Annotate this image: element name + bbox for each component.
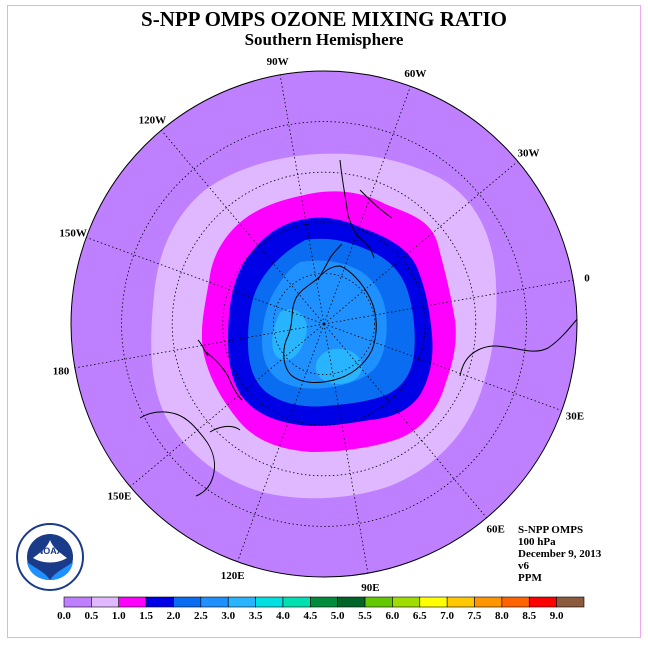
longitude-label: 30W (518, 147, 540, 159)
date-label: December 9, 2013 (518, 548, 602, 560)
colorbar-swatch (501, 596, 530, 608)
colorbar-swatch (282, 596, 311, 608)
colorbar-tick-label: 2.5 (194, 610, 208, 622)
colorbar-swatch (392, 596, 421, 608)
colorbar-swatch (364, 596, 393, 608)
latitude-circle (222, 222, 426, 426)
longitude-label: 120E (221, 570, 245, 582)
south-america-coastline (339, 159, 393, 259)
antarctic-peninsula (317, 243, 343, 281)
noaa-logo-text: NOAA (37, 546, 64, 556)
colorbar-swatch (528, 596, 557, 608)
colorbar-tick-label: 7.0 (440, 610, 454, 622)
map-title: S-NPP OMPS OZONE MIXING RATIO (141, 7, 507, 31)
longitude-label: 60E (486, 524, 504, 536)
africa-coastline (459, 317, 577, 377)
colorbar-tick-label: 4.0 (276, 610, 290, 622)
longitude-label: 30E (566, 410, 584, 422)
colorbar-swatch (227, 596, 256, 608)
colorbar-swatch (419, 596, 448, 608)
image-frame (7, 5, 641, 638)
colorbar-tick-label: 1.0 (112, 610, 126, 622)
colorbar-tick-label: 0.5 (84, 610, 98, 622)
colorbar-tick-label: 5.5 (358, 610, 372, 622)
map-border (70, 70, 578, 578)
colorbar-tick-label: 4.5 (303, 610, 317, 622)
colorbar-swatch (337, 596, 366, 608)
colorbar-swatch (556, 596, 585, 608)
latitude-circle (272, 272, 375, 375)
longitude-label: 60W (404, 68, 426, 80)
colorbar: 0.0 0.5 1.0 1.5 2.0 2.5 3.0 3.5 4.0 4.5 5.0 5.5 6.0 6… (57, 596, 585, 622)
info-panel: S-NPP OMPS 100 hPa December 9, 2013 v6 P… (518, 524, 601, 584)
colorbar-tick-label: 6.0 (386, 610, 400, 622)
colorbar-tick-label: 8.5 (522, 610, 536, 622)
colorbar-swatch (255, 596, 284, 608)
ozone-field (151, 153, 497, 499)
colorbar-tick-label: 3.0 (221, 610, 235, 622)
colorbar-swatch (200, 596, 229, 608)
latitude-circle (171, 171, 477, 477)
colorbar-tick-label: 3.5 (249, 610, 263, 622)
australia-coastline (139, 411, 241, 497)
version-label: v6 (518, 560, 529, 572)
longitude-label: 150E (108, 491, 132, 503)
longitude-label: 150W (59, 228, 87, 240)
map-subtitle: Southern Hemisphere (244, 30, 404, 49)
longitude-labels: 0 30E 60E 90E 120E 150E 180 150W 120W 90W 60W 30W (53, 56, 590, 594)
longitude-label: 90E (361, 582, 379, 594)
longitude-label: 180 (53, 365, 70, 377)
longitude-label: 120W (139, 114, 167, 126)
coastlines (139, 159, 577, 497)
latitude-circle (121, 121, 527, 527)
new-zealand-coastline (197, 339, 243, 401)
noaa-logo-wave (27, 562, 73, 580)
antarctica-coastline (283, 265, 377, 383)
noaa-logo: NOAA (16, 523, 84, 591)
colorbar-swatch (118, 596, 147, 608)
units-label: PPM (518, 572, 542, 584)
colorbar-tick-label: 2.0 (167, 610, 181, 622)
longitude-label: 90W (267, 56, 289, 68)
colorbar-swatch (310, 596, 338, 608)
ozone-contour-3.0 (272, 309, 362, 384)
colorbar-swatch (474, 596, 503, 608)
pressure-level: 100 hPa (518, 536, 556, 548)
colorbar-tick-label: 5.0 (331, 610, 345, 622)
colorbar-tick-label: 0.0 (57, 610, 71, 622)
graticule (74, 74, 574, 574)
colorbar-swatch (91, 596, 120, 608)
noaa-logo-bird (33, 540, 67, 563)
colorbar-tick-label: 8.0 (495, 610, 509, 622)
colorbar-tick-label: 6.5 (413, 610, 427, 622)
colorbar-swatch (173, 596, 202, 608)
colorbar-tick-label: 1.5 (139, 610, 153, 622)
colorbar-swatch (63, 596, 92, 608)
colorbar-tick-label: 9.0 (550, 610, 564, 622)
colorbar-tick-label: 7.5 (468, 610, 482, 622)
longitude-label: 0 (584, 273, 590, 285)
colorbar-swatch (446, 596, 475, 608)
instrument-label: S-NPP OMPS (518, 524, 584, 536)
colorbar-swatch (145, 596, 174, 608)
